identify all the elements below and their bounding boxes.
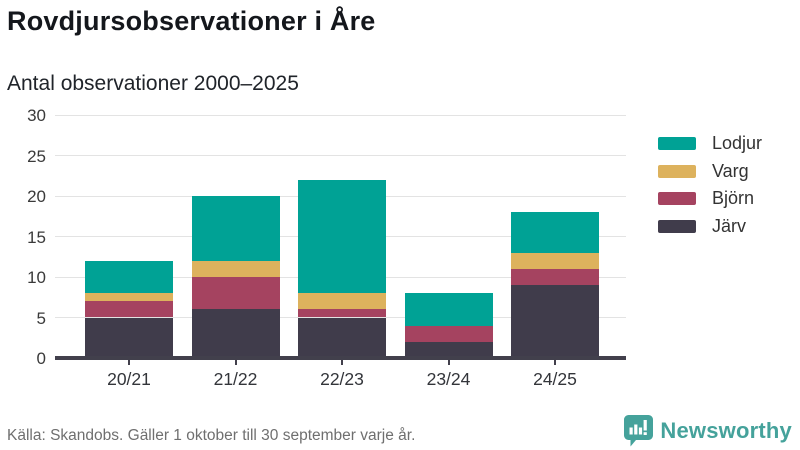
- bar-23-24-lodjur[interactable]: [404, 293, 493, 326]
- legend-swatch-järv: [658, 219, 696, 233]
- bar-24-25-järv[interactable]: [511, 285, 599, 358]
- legend-label-björn: Björn: [712, 188, 755, 209]
- bar-21-22-järv[interactable]: [191, 309, 280, 358]
- legend-item-varg[interactable]: Varg: [658, 158, 762, 186]
- legend-item-järv[interactable]: Järv: [658, 213, 762, 241]
- bar-22-23-björn[interactable]: [298, 309, 386, 318]
- chart-subtitle: Antal observationer 2000–2025: [7, 72, 299, 95]
- y-axis-label-15: 15: [27, 227, 46, 247]
- legend-swatch-björn: [658, 192, 696, 206]
- legend-item-björn[interactable]: Björn: [658, 185, 762, 213]
- legend-swatch-lodjur: [658, 137, 696, 151]
- bar-24-25-lodjur[interactable]: [511, 212, 599, 253]
- legend-label-järv: Järv: [712, 215, 747, 236]
- chart-legend: Lodjur Varg Björn Järv: [658, 130, 762, 240]
- bar-23-24-björn[interactable]: [404, 325, 493, 342]
- bar-23-24-järv[interactable]: [404, 341, 493, 358]
- y-axis-label-25: 25: [27, 146, 46, 166]
- x-axis-label-23-24: 23/24: [426, 369, 471, 389]
- x-axis-label-22-23: 22/23: [320, 369, 364, 389]
- brand-logo: Newsworthy: [623, 414, 792, 447]
- y-axis-label-20: 20: [27, 187, 46, 206]
- gridline-25: [55, 155, 626, 156]
- x-tick-24-25: [554, 358, 556, 365]
- source-note: Källa: Skandobs. Gäller 1 oktober till 3…: [7, 427, 416, 444]
- bar-20-21-varg[interactable]: [85, 293, 173, 302]
- x-tick-21-22: [234, 358, 237, 365]
- bar-22-23-lodjur[interactable]: [298, 179, 386, 294]
- x-tick-23-24: [447, 358, 450, 365]
- x-axis-label-21-22: 21/22: [213, 369, 258, 389]
- legend-label-varg: Varg: [712, 160, 749, 181]
- x-axis-label-24-25: 24/25: [533, 369, 577, 389]
- y-axis-label-0: 0: [36, 349, 46, 368]
- legend-swatch-varg: [658, 164, 696, 178]
- newsworthy-icon: [624, 415, 654, 447]
- gridline-30: [55, 114, 626, 116]
- x-axis-label-20-21: 20/21: [107, 369, 151, 389]
- x-tick-22-23: [341, 358, 343, 365]
- bar-20-21-lodjur[interactable]: [85, 260, 173, 294]
- legend-item-lodjur[interactable]: Lodjur: [658, 130, 762, 158]
- bar-24-25-björn[interactable]: [511, 268, 599, 286]
- bar-22-23-varg[interactable]: [298, 293, 386, 310]
- x-axis-line: [55, 356, 626, 360]
- bar-21-22-lodjur[interactable]: [191, 196, 280, 261]
- bar-24-25-varg[interactable]: [511, 252, 599, 269]
- bar-21-22-björn[interactable]: [191, 277, 280, 310]
- bar-22-23-järv[interactable]: [298, 317, 386, 358]
- legend-label-lodjur: Lodjur: [712, 133, 763, 154]
- bar-20-21-järv[interactable]: [85, 317, 173, 358]
- y-axis-label-5: 5: [36, 308, 46, 328]
- bar-20-21-björn[interactable]: [85, 301, 173, 318]
- y-axis-label-10: 10: [27, 268, 46, 287]
- y-axis-label-30: 30: [27, 106, 46, 125]
- brand-wordmark: Newsworthy: [660, 417, 792, 443]
- page-title: Rovdjursobservationer i Åre: [7, 6, 376, 36]
- x-tick-20-21: [128, 358, 130, 365]
- bar-21-22-varg[interactable]: [191, 260, 280, 277]
